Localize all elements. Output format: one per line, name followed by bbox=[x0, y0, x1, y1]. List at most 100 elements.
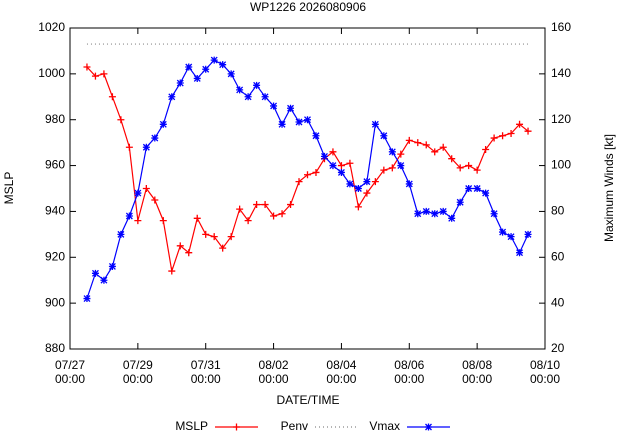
y-tick-label: 940 bbox=[45, 204, 65, 218]
y2-axis-label: Maximum Winds [kt] bbox=[602, 134, 616, 242]
marker bbox=[219, 61, 227, 69]
marker bbox=[473, 166, 481, 174]
marker bbox=[337, 162, 345, 170]
marker bbox=[261, 201, 269, 209]
marker bbox=[380, 132, 388, 140]
marker bbox=[236, 86, 244, 94]
x-tick-label: 08/02 00:00 bbox=[259, 358, 289, 386]
marker bbox=[202, 230, 210, 238]
marker bbox=[354, 185, 362, 192]
marker bbox=[490, 210, 498, 218]
marker bbox=[346, 180, 354, 188]
marker bbox=[278, 210, 286, 218]
marker bbox=[439, 143, 447, 151]
x-tick-label-line: 08/10 bbox=[530, 358, 560, 372]
marker bbox=[108, 262, 116, 270]
marker bbox=[431, 148, 439, 156]
marker bbox=[405, 136, 413, 144]
marker bbox=[363, 189, 371, 197]
marker bbox=[448, 214, 456, 222]
marker bbox=[329, 162, 337, 170]
marker bbox=[159, 120, 167, 128]
x-tick-label-line: 00:00 bbox=[191, 372, 221, 386]
x-tick-label-line: 00:00 bbox=[462, 372, 492, 386]
x-tick-label-line: 00:00 bbox=[55, 372, 85, 386]
marker bbox=[371, 178, 379, 186]
marker bbox=[507, 233, 515, 241]
marker bbox=[295, 178, 303, 186]
x-tick-label-line: 08/08 bbox=[462, 358, 492, 372]
marker bbox=[482, 146, 490, 154]
x-tick-label: 08/08 00:00 bbox=[462, 358, 492, 386]
y-tick-label: 920 bbox=[45, 249, 65, 263]
marker bbox=[490, 134, 498, 142]
x-tick-label-line: 00:00 bbox=[530, 372, 560, 386]
marker bbox=[91, 269, 99, 277]
x-tick-label-line: 08/06 bbox=[394, 358, 424, 372]
marker bbox=[346, 159, 354, 167]
marker bbox=[337, 168, 345, 176]
marker bbox=[354, 203, 362, 211]
marker bbox=[388, 164, 396, 172]
y-tick-label: 1020 bbox=[38, 20, 65, 34]
y-tick-label: 960 bbox=[45, 158, 65, 172]
marker bbox=[287, 104, 295, 112]
marker bbox=[397, 150, 405, 158]
legend-label: Penv bbox=[281, 419, 308, 432]
marker bbox=[312, 132, 320, 140]
marker bbox=[439, 207, 447, 215]
marker bbox=[456, 198, 464, 206]
y-axis-label: MSLP bbox=[2, 172, 16, 205]
marker bbox=[312, 168, 320, 176]
x-tick-label-line: 00:00 bbox=[326, 372, 356, 386]
y-tick-label: 900 bbox=[45, 295, 65, 309]
marker bbox=[507, 129, 515, 137]
marker bbox=[270, 212, 278, 220]
x-tick-label: 07/27 00:00 bbox=[55, 358, 85, 386]
marker bbox=[516, 249, 524, 257]
marker bbox=[233, 423, 240, 431]
marker bbox=[100, 276, 108, 284]
marker bbox=[329, 148, 337, 156]
marker bbox=[261, 93, 269, 101]
marker bbox=[142, 143, 150, 151]
y2-tick-label: 60 bbox=[551, 249, 565, 263]
marker bbox=[117, 230, 125, 238]
marker bbox=[168, 267, 176, 275]
marker bbox=[380, 166, 388, 174]
x-tick-label-line: 00:00 bbox=[259, 372, 289, 386]
marker bbox=[168, 93, 176, 101]
series-line bbox=[86, 59, 529, 299]
marker bbox=[117, 116, 125, 124]
marker bbox=[397, 162, 405, 170]
y-tick-label: 880 bbox=[45, 341, 65, 355]
marker bbox=[422, 141, 430, 149]
marker bbox=[227, 70, 235, 78]
y2-tick-label: 20 bbox=[551, 341, 565, 355]
marker bbox=[100, 70, 108, 78]
marker bbox=[125, 143, 133, 151]
marker bbox=[202, 65, 210, 73]
marker bbox=[151, 134, 159, 142]
marker bbox=[151, 196, 159, 204]
marker bbox=[244, 93, 252, 101]
y2-tick-label: 100 bbox=[551, 158, 571, 172]
marker bbox=[363, 178, 371, 186]
plot-frame bbox=[69, 27, 546, 350]
marker bbox=[524, 230, 532, 238]
marker bbox=[134, 189, 142, 197]
x-tick-label: 07/31 00:00 bbox=[191, 358, 221, 386]
marker bbox=[83, 295, 91, 303]
marker bbox=[456, 164, 464, 172]
marker bbox=[320, 152, 328, 160]
x-tick-label-line: 08/04 bbox=[326, 358, 356, 372]
marker bbox=[465, 185, 473, 192]
marker bbox=[210, 233, 218, 241]
y2-tick-label: 160 bbox=[551, 20, 571, 34]
marker bbox=[371, 120, 379, 128]
marker bbox=[253, 81, 261, 89]
x-tick-label: 07/29 00:00 bbox=[123, 358, 153, 386]
marker bbox=[219, 244, 227, 252]
marker bbox=[91, 72, 99, 80]
